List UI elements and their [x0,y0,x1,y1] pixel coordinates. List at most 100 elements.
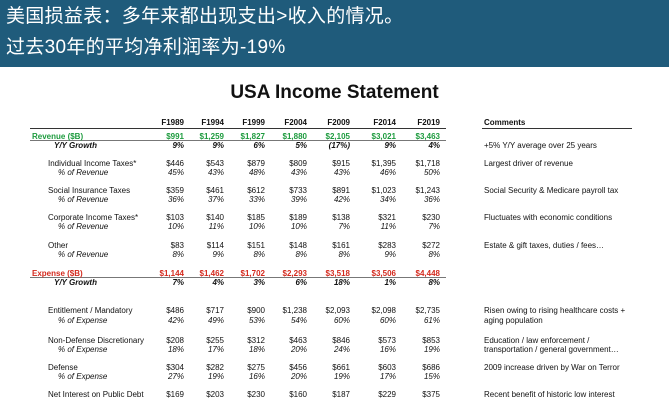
row-comment: Recent benefit of historic low interest [484,390,615,399]
row-label: Non-Defense Discretionary [48,336,145,345]
cell-value: 33% [248,195,265,204]
cell-value: $1,238 [282,306,307,315]
cell-value: 18% [167,345,184,354]
cell-value: $138 [332,213,350,222]
row-label: Defense [48,363,78,372]
cell-value: 6% [295,278,307,287]
cell-value: $1,880 [282,132,307,141]
row-label: % of Revenue [58,195,109,204]
header-banner: 美国损益表：多年来都出现支出>收入的情况。 过去30年的平均净利润率为-19% [0,0,669,67]
year-header: F1989 [161,118,184,127]
cell-value: $991 [166,132,184,141]
cell-value: $2,105 [325,132,350,141]
cell-value: 24% [333,345,350,354]
cell-value: $282 [206,363,224,372]
cell-value: $83 [170,241,184,250]
cell-value: $304 [166,363,184,372]
cell-value: 18% [333,278,350,287]
cell-value: $321 [378,213,396,222]
cell-value: 37% [207,195,224,204]
cell-value: $312 [247,336,265,345]
row-label: % of Revenue [58,222,109,231]
cell-value: $879 [247,159,265,168]
comments-header: Comments [484,118,526,127]
row-comment: Largest driver of revenue [484,159,573,168]
cell-value: 60% [379,316,396,325]
cell-value: $283 [378,241,396,250]
cell-value: $661 [332,363,350,372]
cell-value: 17% [207,345,224,354]
cell-value: 9% [384,250,396,259]
cell-value: (17%) [328,141,350,150]
cell-value: 8% [428,250,440,259]
cell-value: 16% [248,372,265,381]
cell-value: 43% [207,168,224,177]
row-label: Social Insurance Taxes [48,186,131,195]
cell-value: 16% [379,345,396,354]
cell-value: $229 [378,390,396,399]
cell-value: 53% [248,316,265,325]
cell-value: 61% [423,316,440,325]
cell-value: $1,259 [199,132,224,141]
cell-value: $2,293 [282,269,307,278]
row-label: % of Expense [58,316,108,325]
expense-rule [30,277,446,278]
cell-value: $463 [289,336,307,345]
header-rule [30,128,446,129]
cell-value: 36% [167,195,184,204]
cell-value: $3,518 [325,269,350,278]
cell-value: $148 [289,241,307,250]
cell-value: $4,448 [415,269,440,278]
cell-value: 46% [379,168,396,177]
cell-value: $2,098 [371,306,396,315]
cell-value: $915 [332,159,350,168]
cell-value: $169 [166,390,184,399]
row-label: Net Interest on Public Debt [48,390,144,399]
cell-value: 43% [333,168,350,177]
cell-value: 49% [207,316,224,325]
cell-value: 5% [295,141,307,150]
cell-value: 45% [167,168,184,177]
cell-value: 1% [384,278,396,287]
cell-value: $103 [166,213,184,222]
row-label: % of Expense [58,345,108,354]
cell-value: 20% [290,372,307,381]
row-comment: transportation / general government… [484,345,619,354]
cell-value: 11% [208,222,224,231]
cell-value: 6% [253,141,265,150]
year-header: F2004 [284,118,307,127]
cell-value: $1,827 [240,132,265,141]
row-label: Y/Y Growth [54,278,97,287]
cell-value: 20% [290,345,307,354]
cell-value: $1,462 [199,269,224,278]
comments-rule [482,128,632,129]
cell-value: 9% [172,141,184,150]
year-header: F2014 [373,118,396,127]
cell-value: 10% [248,222,265,231]
cell-value: 3% [253,278,265,287]
cell-value: $208 [166,336,184,345]
cell-value: $717 [206,306,224,315]
banner-line-2: 过去30年的平均净利润率为-19% [6,37,286,58]
cell-value: $114 [206,241,224,250]
cell-value: $189 [289,213,307,222]
cell-value: $543 [206,159,224,168]
row-comment: Estate & gift taxes, duties / fees… [484,241,605,250]
cell-value: $486 [166,306,184,315]
cell-value: $185 [247,213,265,222]
row-comment: Social Security & Medicare payroll tax [484,186,619,195]
cell-value: 8% [338,250,350,259]
cell-value: $853 [422,336,440,345]
cell-value: 48% [248,168,265,177]
cell-value: $187 [332,390,350,399]
cell-value: 4% [428,141,440,150]
cell-value: 15% [423,372,440,381]
cell-value: 36% [423,195,440,204]
cell-value: 9% [212,250,224,259]
cell-value: 10% [290,222,307,231]
cell-value: $3,506 [371,269,396,278]
cell-value: $140 [206,213,224,222]
cell-value: $846 [332,336,350,345]
row-label: % of Expense [58,372,108,381]
